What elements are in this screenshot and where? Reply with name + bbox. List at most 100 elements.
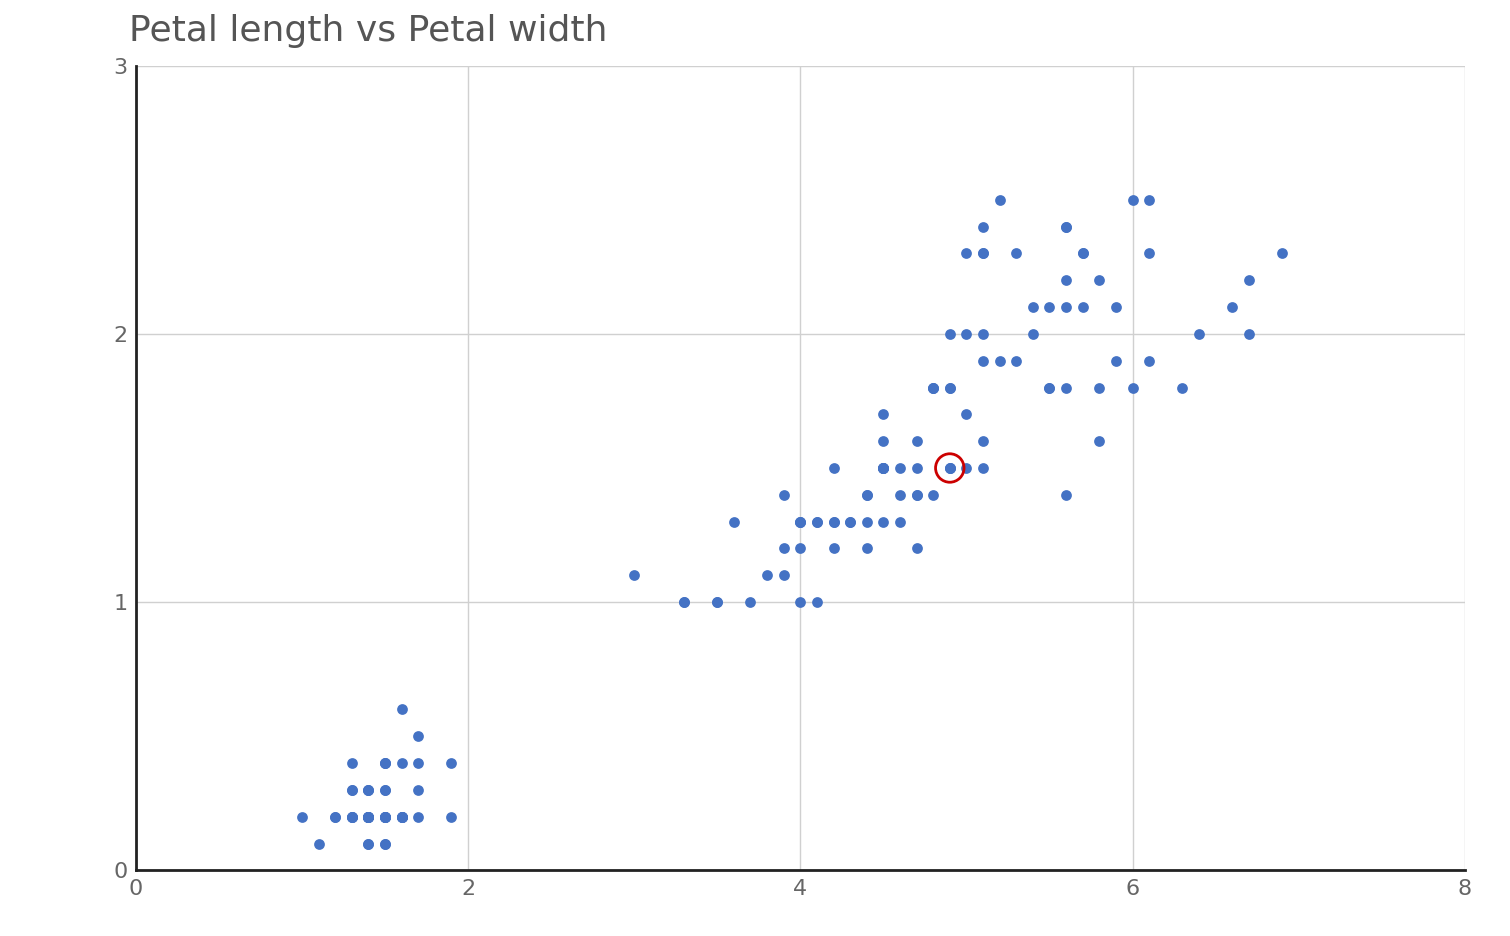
Point bbox=[373, 755, 397, 770]
Point bbox=[340, 810, 364, 825]
Point bbox=[340, 810, 364, 825]
Point bbox=[971, 327, 995, 342]
Point bbox=[788, 514, 812, 529]
Point bbox=[821, 514, 846, 529]
Point bbox=[838, 514, 862, 529]
Point bbox=[855, 488, 879, 503]
Point bbox=[821, 541, 846, 556]
Point bbox=[373, 782, 397, 797]
Point bbox=[356, 810, 381, 825]
Point bbox=[788, 514, 812, 529]
Point bbox=[373, 810, 397, 825]
Point bbox=[838, 514, 862, 529]
Point bbox=[938, 380, 962, 395]
Point bbox=[406, 729, 430, 744]
Point bbox=[439, 810, 464, 825]
Point bbox=[772, 568, 796, 583]
Point bbox=[1054, 488, 1078, 503]
Point bbox=[356, 810, 381, 825]
Point bbox=[871, 407, 895, 422]
Point bbox=[938, 461, 962, 475]
Point bbox=[1237, 327, 1261, 342]
Point bbox=[971, 461, 995, 475]
Point bbox=[1104, 300, 1128, 314]
Point bbox=[340, 810, 364, 825]
Point bbox=[1037, 300, 1062, 314]
Point bbox=[307, 836, 331, 851]
Point bbox=[888, 488, 912, 503]
Point bbox=[921, 488, 945, 503]
Point bbox=[373, 755, 397, 770]
Point bbox=[1087, 380, 1111, 395]
Point bbox=[622, 568, 646, 583]
Point bbox=[788, 594, 812, 609]
Point bbox=[1137, 192, 1161, 207]
Point bbox=[938, 461, 962, 475]
Point bbox=[904, 488, 929, 503]
Point bbox=[340, 782, 364, 797]
Point bbox=[1087, 433, 1111, 448]
Point bbox=[406, 782, 430, 797]
Point bbox=[356, 836, 381, 851]
Point bbox=[1037, 380, 1062, 395]
Point bbox=[805, 514, 829, 529]
Point bbox=[988, 353, 1012, 368]
Point bbox=[805, 594, 829, 609]
Point bbox=[971, 219, 995, 234]
Point bbox=[888, 461, 912, 475]
Point bbox=[871, 514, 895, 529]
Point bbox=[356, 782, 381, 797]
Point bbox=[788, 514, 812, 529]
Point bbox=[1087, 272, 1111, 287]
Point bbox=[390, 702, 414, 717]
Point bbox=[1170, 380, 1194, 395]
Point bbox=[705, 594, 729, 609]
Point bbox=[1071, 246, 1095, 261]
Point bbox=[373, 782, 397, 797]
Point bbox=[1004, 353, 1028, 368]
Point bbox=[390, 810, 414, 825]
Point bbox=[971, 246, 995, 261]
Point bbox=[1187, 327, 1211, 342]
Point bbox=[871, 461, 895, 475]
Point bbox=[988, 192, 1012, 207]
Point bbox=[1071, 300, 1095, 314]
Point bbox=[971, 353, 995, 368]
Point bbox=[672, 594, 696, 609]
Point bbox=[855, 514, 879, 529]
Point bbox=[356, 810, 381, 825]
Point bbox=[788, 541, 812, 556]
Point bbox=[390, 810, 414, 825]
Point bbox=[1054, 219, 1078, 234]
Point bbox=[904, 433, 929, 448]
Point bbox=[938, 380, 962, 395]
Point bbox=[855, 541, 879, 556]
Point bbox=[390, 810, 414, 825]
Point bbox=[971, 433, 995, 448]
Point bbox=[356, 782, 381, 797]
Point bbox=[1270, 246, 1294, 261]
Point bbox=[356, 782, 381, 797]
Point bbox=[821, 514, 846, 529]
Point bbox=[290, 810, 314, 825]
Point bbox=[406, 755, 430, 770]
Point bbox=[705, 594, 729, 609]
Point bbox=[340, 755, 364, 770]
Point bbox=[871, 461, 895, 475]
Point bbox=[1021, 327, 1045, 342]
Point bbox=[755, 568, 779, 583]
Point bbox=[323, 810, 347, 825]
Point bbox=[904, 461, 929, 475]
Point bbox=[938, 461, 962, 475]
Point bbox=[373, 810, 397, 825]
Point bbox=[871, 461, 895, 475]
Point bbox=[373, 810, 397, 825]
Point bbox=[722, 514, 746, 529]
Point bbox=[921, 380, 945, 395]
Point bbox=[805, 514, 829, 529]
Point bbox=[855, 488, 879, 503]
Point bbox=[439, 755, 464, 770]
Point bbox=[1137, 246, 1161, 261]
Point bbox=[738, 594, 763, 609]
Point bbox=[921, 380, 945, 395]
